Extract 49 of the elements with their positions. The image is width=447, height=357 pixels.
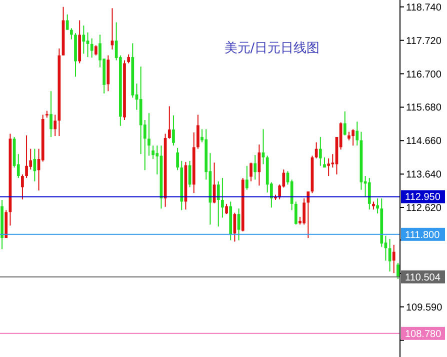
candlestick — [254, 154, 257, 180]
y-tick-label: 112.620 — [406, 203, 442, 214]
candlestick — [176, 147, 179, 171]
candlestick — [376, 198, 379, 214]
candlestick — [368, 178, 371, 210]
ref-line-label: 108.780 — [405, 328, 442, 340]
candlestick — [216, 180, 220, 228]
y-tick-label: 116.700 — [406, 69, 442, 80]
y-tick-label: 115.680 — [406, 102, 442, 114]
candlestick — [392, 244, 396, 274]
candlestick — [318, 136, 322, 166]
candlestick — [225, 203, 228, 215]
candlestick — [70, 28, 73, 40]
candlestick — [25, 134, 28, 179]
y-tick-label: 117.720 — [406, 36, 442, 47]
ref-line-label: 111.800 — [405, 230, 440, 241]
candlestick — [94, 44, 98, 56]
y-tick-label: 109.590 — [406, 302, 443, 314]
candlestick — [86, 32, 90, 58]
candlestick — [388, 238, 392, 272]
candlestick — [294, 201, 298, 226]
candlestick — [50, 90, 52, 138]
candlestick — [246, 165, 248, 190]
text: 美元/日元日线图 — [224, 40, 320, 56]
candlestick — [172, 114, 175, 146]
candlestick — [168, 106, 171, 140]
candlestick — [148, 112, 150, 156]
y-tick-label: 113.640 — [406, 170, 442, 181]
candlestick — [352, 128, 354, 146]
ref-line-label: 110.504 — [405, 272, 441, 284]
candlestick — [90, 38, 94, 58]
y-tick-label: 118.740 — [406, 2, 442, 14]
candlestick — [314, 142, 318, 159]
candlestick — [327, 158, 330, 177]
ref-line-label: 112.950 — [405, 192, 441, 204]
candlestick — [356, 121, 359, 146]
candlestick — [21, 174, 24, 200]
candlestick — [343, 110, 346, 136]
candlestick — [221, 178, 224, 218]
candlestick — [54, 114, 57, 137]
candlestick — [306, 190, 310, 238]
candlestick — [196, 114, 200, 150]
y-tick-label: 114.660 — [406, 136, 442, 148]
candlestick — [302, 198, 306, 226]
candlestick — [396, 262, 400, 280]
candlestick — [66, 14, 69, 30]
candlestick — [152, 145, 154, 160]
candlestick — [82, 25, 86, 54]
candlestick — [250, 162, 252, 182]
